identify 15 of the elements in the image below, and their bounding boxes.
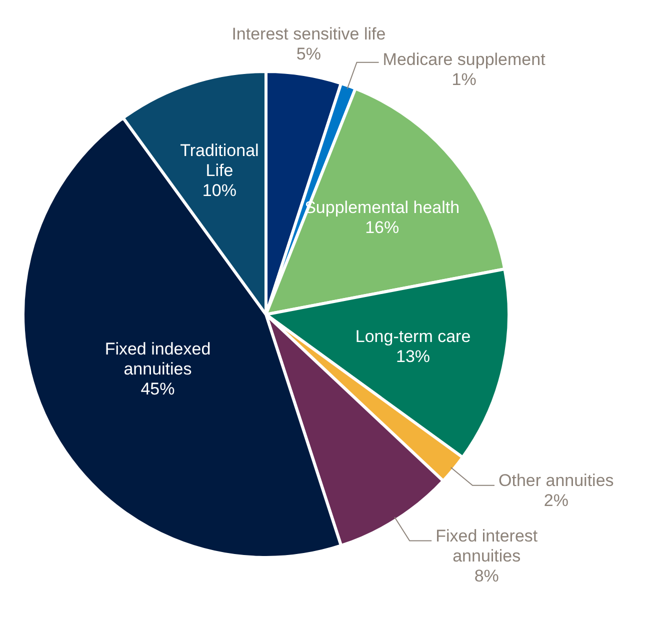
data-label: 10% xyxy=(202,180,236,200)
data-label: 8% xyxy=(474,566,499,586)
data-label: 16% xyxy=(365,218,400,238)
slice-label: Medicare supplement xyxy=(382,50,546,70)
data-label: 45% xyxy=(140,379,175,398)
slice-label: Other annuities xyxy=(498,471,614,490)
slice-label: Interest sensitive life xyxy=(232,24,386,44)
slice-label: Traditional Life xyxy=(180,140,259,180)
data-label: 2% xyxy=(544,491,568,510)
data-label: 1% xyxy=(452,70,476,90)
data-label: 5% xyxy=(296,44,321,64)
slice-label: Fixed interest annuities xyxy=(436,526,538,566)
slice-label: Fixed indexed annuities xyxy=(104,339,211,378)
slice-label: Long-term care xyxy=(355,327,471,346)
data-label: 13% xyxy=(396,347,430,366)
